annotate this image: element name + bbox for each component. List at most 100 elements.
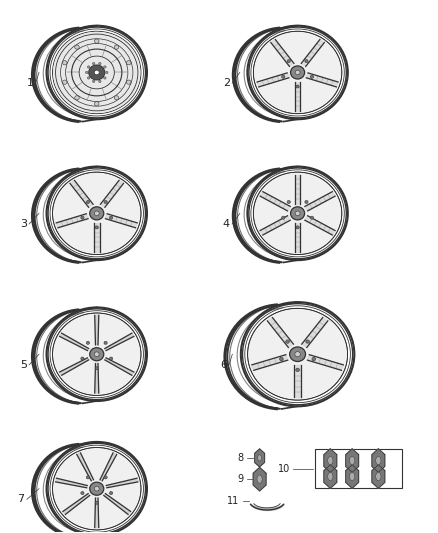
Polygon shape — [254, 449, 265, 467]
Polygon shape — [372, 465, 385, 488]
Ellipse shape — [94, 352, 99, 357]
FancyBboxPatch shape — [315, 449, 403, 488]
Ellipse shape — [86, 476, 89, 479]
Polygon shape — [100, 453, 117, 481]
Ellipse shape — [282, 75, 285, 78]
Text: 9: 9 — [237, 474, 243, 484]
Ellipse shape — [87, 66, 90, 68]
Polygon shape — [94, 223, 99, 252]
Ellipse shape — [295, 211, 300, 216]
Ellipse shape — [295, 352, 300, 357]
Ellipse shape — [376, 456, 381, 465]
Ellipse shape — [305, 60, 308, 63]
Text: 3: 3 — [20, 219, 27, 229]
Ellipse shape — [92, 80, 95, 83]
Ellipse shape — [106, 71, 108, 74]
Ellipse shape — [86, 341, 89, 344]
Ellipse shape — [350, 456, 355, 465]
Ellipse shape — [254, 32, 341, 113]
Text: 7: 7 — [18, 494, 25, 504]
Ellipse shape — [81, 216, 84, 219]
Polygon shape — [252, 354, 288, 370]
Ellipse shape — [95, 39, 99, 43]
Text: 1: 1 — [26, 78, 33, 88]
Polygon shape — [95, 316, 99, 345]
Ellipse shape — [127, 80, 131, 84]
Text: 11: 11 — [227, 496, 240, 506]
Ellipse shape — [296, 85, 299, 88]
Ellipse shape — [110, 357, 113, 360]
Ellipse shape — [286, 340, 290, 343]
Polygon shape — [104, 494, 131, 514]
Text: 5: 5 — [20, 360, 27, 370]
Ellipse shape — [75, 45, 79, 49]
Ellipse shape — [89, 65, 105, 80]
Polygon shape — [306, 73, 338, 87]
Ellipse shape — [127, 61, 131, 65]
Ellipse shape — [254, 173, 341, 254]
Ellipse shape — [95, 501, 99, 504]
Ellipse shape — [104, 77, 106, 79]
Polygon shape — [106, 478, 138, 488]
Polygon shape — [295, 174, 300, 204]
Polygon shape — [95, 364, 99, 393]
Polygon shape — [324, 465, 337, 488]
Polygon shape — [257, 73, 289, 87]
Ellipse shape — [104, 200, 107, 204]
Ellipse shape — [287, 60, 290, 63]
Text: 6: 6 — [220, 360, 227, 370]
Ellipse shape — [53, 32, 141, 113]
Ellipse shape — [53, 313, 141, 395]
Polygon shape — [346, 449, 359, 472]
Polygon shape — [305, 192, 335, 211]
Polygon shape — [77, 453, 94, 481]
Polygon shape — [105, 358, 134, 375]
Ellipse shape — [114, 45, 119, 49]
Ellipse shape — [81, 357, 84, 360]
Ellipse shape — [90, 482, 104, 495]
Ellipse shape — [296, 368, 300, 372]
Ellipse shape — [90, 348, 104, 361]
Ellipse shape — [290, 66, 304, 79]
Ellipse shape — [279, 357, 283, 361]
Polygon shape — [60, 358, 88, 375]
Ellipse shape — [328, 456, 333, 465]
Polygon shape — [105, 333, 134, 351]
Ellipse shape — [290, 207, 304, 220]
Text: 2: 2 — [223, 78, 230, 88]
Ellipse shape — [110, 491, 113, 495]
Ellipse shape — [350, 472, 355, 481]
Ellipse shape — [282, 216, 285, 219]
Ellipse shape — [312, 357, 316, 361]
Polygon shape — [56, 214, 88, 228]
Polygon shape — [302, 318, 328, 348]
Ellipse shape — [258, 455, 261, 461]
Polygon shape — [106, 214, 137, 228]
Text: 10: 10 — [278, 464, 290, 473]
Ellipse shape — [306, 340, 309, 343]
Ellipse shape — [53, 448, 141, 529]
Ellipse shape — [296, 226, 299, 229]
Text: 4: 4 — [223, 219, 230, 229]
Ellipse shape — [75, 96, 79, 100]
Polygon shape — [95, 498, 99, 528]
Ellipse shape — [290, 347, 306, 361]
Ellipse shape — [287, 200, 290, 204]
Ellipse shape — [81, 491, 84, 495]
Polygon shape — [260, 192, 290, 211]
Ellipse shape — [295, 70, 300, 75]
Ellipse shape — [104, 476, 107, 479]
Polygon shape — [324, 449, 337, 472]
Ellipse shape — [376, 472, 381, 481]
Ellipse shape — [99, 62, 101, 64]
Ellipse shape — [53, 173, 141, 254]
Ellipse shape — [310, 75, 314, 78]
Ellipse shape — [328, 472, 333, 481]
Ellipse shape — [305, 200, 308, 204]
Ellipse shape — [310, 216, 314, 219]
Polygon shape — [295, 223, 300, 252]
Text: 8: 8 — [237, 453, 243, 463]
Polygon shape — [267, 318, 293, 348]
Polygon shape — [100, 180, 124, 207]
Polygon shape — [294, 365, 301, 398]
